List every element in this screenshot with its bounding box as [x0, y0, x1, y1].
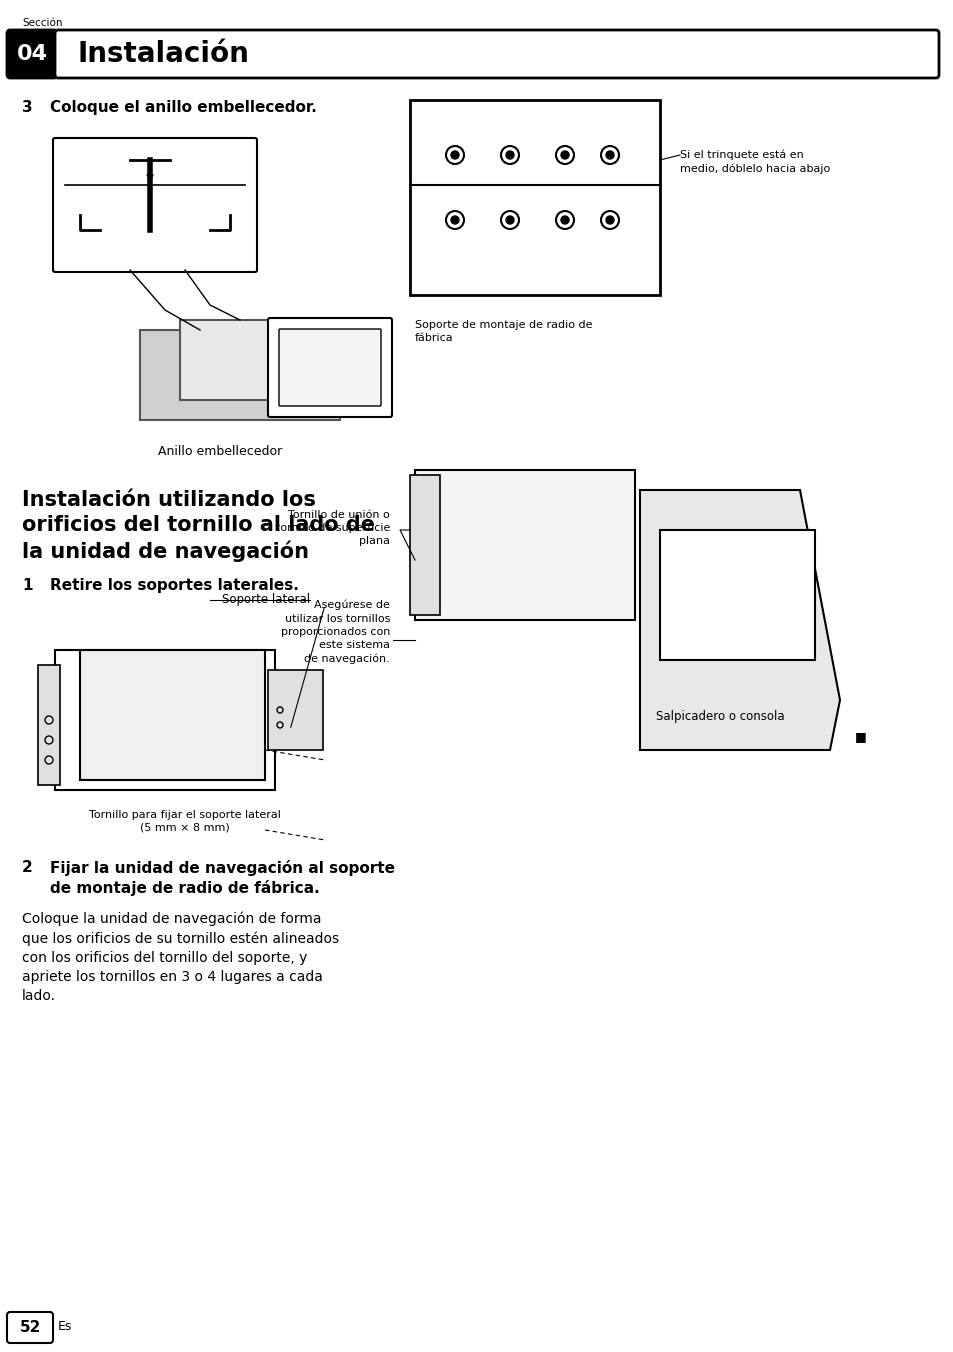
Text: Asegúrese de
utilizar los tornillos
proporcionados con
este sistema
de navegació: Asegúrese de utilizar los tornillos prop…	[280, 600, 390, 664]
FancyBboxPatch shape	[7, 30, 57, 78]
Polygon shape	[639, 489, 840, 750]
Text: Tornillo de unión o
tornillo de superficie
plana: Tornillo de unión o tornillo de superfic…	[275, 510, 390, 546]
Circle shape	[560, 216, 568, 224]
Text: Es: Es	[58, 1321, 72, 1333]
Text: ■: ■	[854, 730, 866, 744]
FancyBboxPatch shape	[53, 138, 256, 272]
Bar	[180, 320, 339, 400]
Bar	[268, 671, 323, 750]
Text: Soporte de montaje de radio de
fábrica: Soporte de montaje de radio de fábrica	[415, 320, 592, 343]
Circle shape	[560, 151, 568, 160]
Text: Sección: Sección	[22, 18, 63, 28]
Circle shape	[505, 151, 514, 160]
Bar	[410, 475, 439, 615]
FancyBboxPatch shape	[268, 318, 392, 416]
Text: 52: 52	[19, 1320, 41, 1334]
Circle shape	[451, 151, 458, 160]
Text: Coloque el anillo embellecedor.: Coloque el anillo embellecedor.	[50, 100, 316, 115]
Bar	[80, 650, 265, 780]
Circle shape	[605, 216, 614, 224]
Text: Retire los soportes laterales.: Retire los soportes laterales.	[50, 579, 298, 594]
FancyBboxPatch shape	[7, 1311, 53, 1343]
Text: Instalación utilizando los
orificios del tornillo al lado de
la unidad de navega: Instalación utilizando los orificios del…	[22, 489, 375, 561]
Text: Soporte lateral: Soporte lateral	[222, 594, 310, 606]
Text: Fijar la unidad de navegación al soporte
de montaje de radio de fábrica.: Fijar la unidad de navegación al soporte…	[50, 860, 395, 896]
Bar	[410, 100, 659, 295]
Bar	[38, 665, 60, 786]
Bar	[55, 650, 274, 790]
Text: Salpicadero o consola: Salpicadero o consola	[655, 710, 783, 723]
Text: Coloque la unidad de navegación de forma
que los orificios de su tornillo estén : Coloque la unidad de navegación de forma…	[22, 913, 338, 1003]
Bar	[415, 470, 635, 621]
Bar	[659, 530, 814, 660]
Text: 04: 04	[16, 45, 48, 64]
FancyBboxPatch shape	[278, 329, 380, 406]
Text: 3: 3	[22, 100, 32, 115]
Text: Anillo embellecedor: Anillo embellecedor	[157, 445, 282, 458]
Text: Tornillo para fijar el soporte lateral
(5 mm × 8 mm): Tornillo para fijar el soporte lateral (…	[89, 810, 280, 833]
Circle shape	[505, 216, 514, 224]
Circle shape	[451, 216, 458, 224]
Text: 1: 1	[22, 579, 32, 594]
Text: Instalación: Instalación	[78, 41, 250, 68]
Text: Si el trinquete está en
medio, dóblelo hacia abajo: Si el trinquete está en medio, dóblelo h…	[679, 150, 829, 174]
Bar	[140, 330, 339, 420]
Text: 2: 2	[22, 860, 32, 875]
Circle shape	[605, 151, 614, 160]
FancyBboxPatch shape	[55, 30, 938, 78]
